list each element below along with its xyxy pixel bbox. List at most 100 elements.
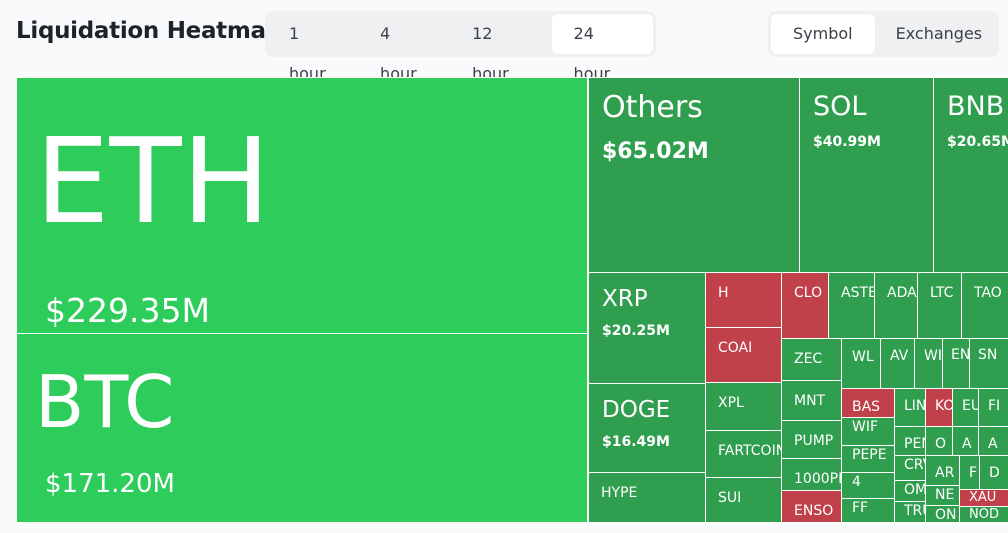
- tile-label: LTC: [930, 285, 954, 301]
- tile[interactable]: XAU: [959, 489, 1008, 507]
- tile-label: MNT: [794, 393, 826, 409]
- tile-label: EN: [951, 347, 970, 363]
- tile-label: OM: [904, 482, 926, 498]
- tile-label: KO: [935, 398, 953, 414]
- tile-label: WI: [924, 348, 942, 364]
- tile-value: $20.65M: [947, 134, 1008, 151]
- tile[interactable]: FARTCOIN: [705, 430, 782, 478]
- tile-label: XAU: [969, 490, 997, 505]
- tile[interactable]: COAI: [705, 327, 782, 383]
- tile[interactable]: CLO: [781, 272, 829, 339]
- tile[interactable]: EU: [952, 388, 979, 427]
- tile[interactable]: EN: [942, 338, 970, 389]
- tile[interactable]: PEN: [894, 426, 926, 456]
- tile-label: CRV: [904, 457, 925, 473]
- tile[interactable]: XPL: [705, 382, 782, 431]
- tile[interactable]: A: [978, 426, 1008, 456]
- tile[interactable]: PEPE: [841, 445, 895, 473]
- tile[interactable]: HYPE: [588, 472, 706, 523]
- tile[interactable]: LIN: [894, 388, 926, 427]
- tile-label: PUMP: [794, 433, 834, 449]
- tile[interactable]: ENSO: [781, 490, 842, 523]
- tile[interactable]: NOD: [959, 506, 1008, 523]
- tab[interactable]: 12 hour: [472, 24, 509, 83]
- tile-label: SUI: [718, 490, 742, 506]
- tile[interactable]: CRV: [894, 455, 926, 481]
- tab[interactable]: 4 hour: [380, 24, 417, 83]
- tile[interactable]: A: [952, 426, 979, 456]
- tile[interactable]: FI: [978, 388, 1008, 427]
- tile-value: $20.25M: [602, 322, 670, 339]
- tab[interactable]: Symbol: [771, 14, 875, 54]
- tile[interactable]: SOL $40.99M: [799, 77, 934, 273]
- tile-label: WL: [852, 349, 874, 365]
- tile[interactable]: TAO: [961, 272, 1008, 339]
- tile-value: $16.49M: [602, 433, 670, 450]
- tile-label: NOD: [969, 507, 999, 522]
- tile[interactable]: MNT: [781, 380, 842, 421]
- tile[interactable]: TRU: [894, 501, 926, 523]
- tile[interactable]: ADA: [874, 272, 918, 339]
- tile[interactable]: OM: [894, 480, 926, 502]
- tile-label: XPL: [718, 395, 744, 411]
- tile-label: BAS: [852, 399, 881, 415]
- tile[interactable]: SUI: [705, 477, 782, 523]
- time-tabs: 1 hour 4 hour 12 hour 24 hour: [265, 11, 656, 83]
- tile-label: 4: [852, 474, 861, 490]
- tile[interactable]: ZEC: [781, 338, 842, 381]
- tile-value: $171.20M: [45, 468, 175, 499]
- tile[interactable]: Others $65.02M: [588, 77, 800, 273]
- tab[interactable]: 1 hour: [289, 24, 326, 83]
- tile[interactable]: NE: [925, 485, 960, 506]
- tile[interactable]: PUMP: [781, 420, 842, 459]
- tile[interactable]: BAS: [841, 388, 895, 418]
- tile-label: AV: [890, 348, 909, 364]
- tile[interactable]: 4: [841, 472, 895, 499]
- tile[interactable]: AR: [925, 455, 960, 486]
- tile-label: EU: [962, 398, 978, 414]
- tile-label: ASTER: [841, 285, 874, 301]
- tile-label: TRU: [904, 503, 925, 519]
- tile[interactable]: AV: [880, 338, 915, 389]
- tile[interactable]: DOGE $16.49M: [588, 383, 706, 473]
- tile[interactable]: D: [979, 455, 1008, 490]
- tile[interactable]: 1000PEPE: [781, 458, 842, 491]
- tile-label: BNB: [947, 91, 1005, 122]
- tile-label: LIN: [904, 398, 926, 414]
- tile[interactable]: ON: [925, 505, 960, 523]
- tile-label: ZEC: [794, 351, 823, 367]
- tile-value: $65.02M: [602, 139, 709, 164]
- tile-label: A: [988, 436, 998, 452]
- tile[interactable]: ETH $229.35M: [16, 77, 588, 334]
- tile-label: CLO: [794, 285, 823, 301]
- tile[interactable]: WI: [914, 338, 943, 389]
- tile-label: ADA: [887, 285, 917, 301]
- tab[interactable]: Exchanges: [895, 24, 983, 43]
- tile-value: $229.35M: [45, 291, 210, 330]
- page-title: Liquidation Heatmap: [16, 18, 282, 44]
- treemap: ETH $229.35M BTC $171.20M Others $65.02M SOL $4…: [16, 77, 1008, 523]
- tile[interactable]: WIF: [841, 417, 895, 446]
- tile[interactable]: SN: [969, 338, 1008, 389]
- tile-label: AR: [935, 465, 955, 481]
- tile[interactable]: BTC $171.20M: [16, 333, 588, 523]
- tile-label: ON: [935, 507, 957, 523]
- tile-label: FI: [988, 398, 1001, 414]
- tile[interactable]: XRP $20.25M: [588, 272, 706, 384]
- tile-value: $40.99M: [813, 134, 881, 151]
- tile[interactable]: H: [705, 272, 782, 328]
- tile[interactable]: KO: [925, 388, 953, 427]
- tab[interactable]: 24 hour: [551, 14, 653, 83]
- tile[interactable]: F: [959, 455, 980, 490]
- tile-label: F: [969, 465, 978, 481]
- tile[interactable]: BNB $20.65M: [933, 77, 1008, 273]
- tile-label: WIF: [852, 419, 879, 435]
- tile[interactable]: ASTER: [828, 272, 875, 339]
- tile[interactable]: LTC: [917, 272, 962, 339]
- tile-label: TAO: [974, 285, 1002, 301]
- tile-label: SOL: [813, 91, 867, 122]
- tile[interactable]: FF: [841, 498, 895, 523]
- tile-label: FARTCOIN: [718, 443, 782, 459]
- tile[interactable]: WL: [841, 338, 881, 389]
- tile[interactable]: O: [925, 426, 953, 456]
